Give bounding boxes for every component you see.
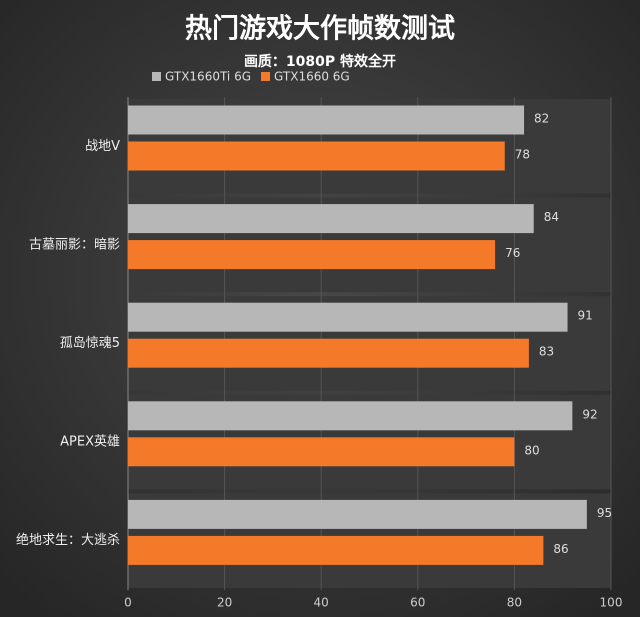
data-label: 84 [544,210,559,224]
bar [128,204,534,234]
x-tick-label: 80 [507,596,522,610]
legend-swatch [152,72,161,81]
data-label: 82 [534,112,549,126]
y-tick-label: 孤岛惊魂5 [60,335,120,351]
data-label: 83 [539,345,554,359]
bar [128,401,573,431]
bar [128,240,496,270]
bar [128,437,515,467]
y-tick-label: 绝地求生：大逃杀 [16,532,120,548]
bar [128,535,544,565]
bar [128,141,505,171]
x-tick-label: 60 [410,596,425,610]
data-label: 86 [553,542,568,556]
x-tick-label: 0 [124,596,132,610]
chart-subtitle: 画质：1080P 特效全开 [244,53,396,70]
x-tick-label: 40 [314,596,329,610]
legend-label: GTX1660Ti 6G [165,70,251,84]
bar [128,105,525,135]
legend-swatch [261,72,271,81]
y-tick-label: APEX英雄 [60,435,120,450]
chart-title: 热门游戏大作帧数测试 [185,14,455,45]
legend: GTX1660Ti 6G GTX1660 6G [152,70,350,84]
bar [128,302,568,332]
data-label: 95 [597,506,612,520]
data-label: 78 [515,148,530,162]
x-tick-label: 100 [600,596,623,610]
x-tick-label: 20 [217,596,232,610]
bar [128,338,529,368]
bar [128,499,587,529]
y-tick-label: 战地V [85,139,120,154]
data-label: 80 [524,443,539,457]
data-label: 92 [582,407,597,421]
data-label: 76 [505,246,520,260]
legend-label: GTX1660 6G [274,70,350,84]
data-label: 91 [578,309,593,323]
y-tick-label: 古墓丽影：暗影 [29,237,120,252]
